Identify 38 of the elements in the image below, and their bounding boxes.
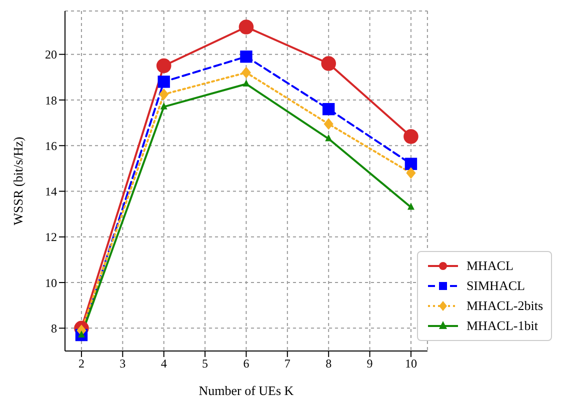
y-axis-title: WSSR (bit/s/Hz) [10,136,26,226]
point [404,129,418,144]
point [241,66,252,78]
y-tick-label: 12 [45,230,57,244]
x-axis-title: Number of UEs K [198,383,294,398]
y-tick-label: 20 [45,48,57,62]
point [160,102,168,110]
x-tick-label: 6 [243,356,250,371]
y-tick-label: 10 [45,276,57,290]
legend-label: SIMHACL [466,277,525,295]
point [159,88,169,100]
point [321,56,336,71]
y-tick-label: 8 [51,321,57,336]
y-tick-label: 16 [45,138,57,153]
point [156,58,172,74]
point [406,167,416,179]
y-tick-label: 14 [45,184,57,199]
point [324,118,334,130]
x-tick-label: 10 [404,356,417,371]
point [322,103,335,116]
x-tick-label: 7 [284,356,290,371]
point [325,134,332,142]
x-tick-label: 4 [160,356,167,371]
legend-label: MHACL-1bit [466,317,538,335]
point [242,80,250,87]
x-tick-label: 9 [366,356,373,371]
point [158,76,170,88]
x-tick-label: 2 [78,356,84,371]
x-tick-label: 8 [326,356,332,371]
point [240,50,252,63]
legend-label: MHACL [466,257,514,275]
legend-label: MHACL-2bits [466,297,543,315]
y-tick-label: 18 [45,93,57,108]
point [407,202,414,210]
point [238,20,254,34]
point [404,158,418,170]
x-tick-label: 3 [120,356,126,371]
x-tick-label: 5 [202,356,208,371]
